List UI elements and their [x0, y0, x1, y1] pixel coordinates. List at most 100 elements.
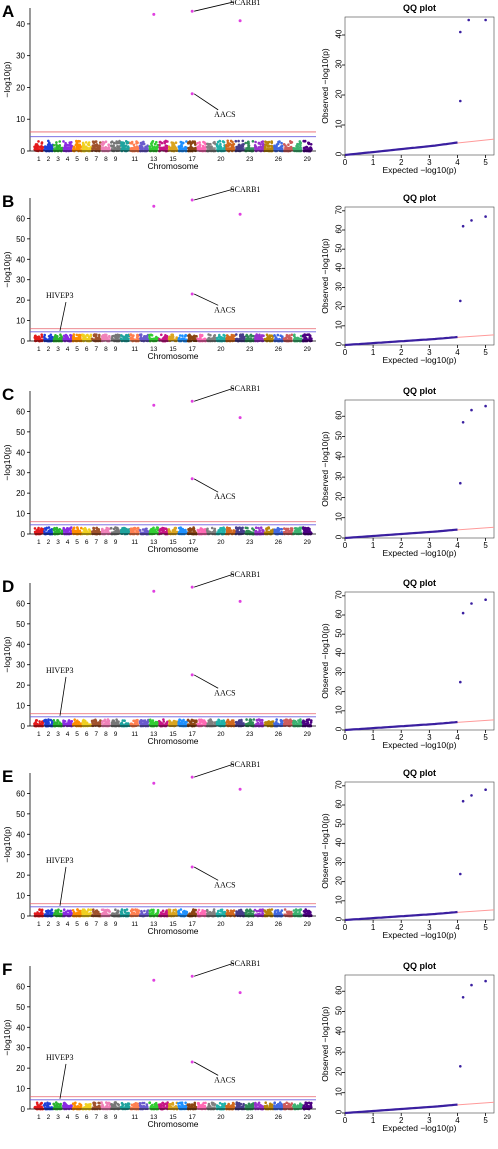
snp-point [76, 526, 79, 529]
panel-e: E0102030405060−log10(p)SCARB1AACSHIVEP31… [2, 760, 495, 940]
annotation-leader [59, 676, 67, 716]
chromosome-tick-label: 11 [131, 539, 138, 546]
snp-point [308, 334, 312, 338]
snp-point [49, 333, 53, 337]
snp-point [33, 527, 37, 530]
snp-band [53, 338, 63, 341]
chromosome-tick-label: 26 [275, 731, 283, 738]
snp-point [220, 336, 224, 340]
y-axis-title: −log10(p) [2, 444, 12, 480]
snp-point [98, 333, 101, 337]
snp-point [298, 718, 302, 722]
chromosome-tick-label: 1 [37, 346, 41, 353]
snp-point [141, 528, 145, 531]
snp-point [196, 142, 199, 145]
snp-band [264, 147, 274, 151]
snp-point [75, 139, 78, 143]
snp-point [162, 527, 165, 530]
snp-point [35, 145, 38, 148]
snp-point [302, 139, 306, 143]
snp-point [85, 910, 89, 913]
peak-point [190, 399, 194, 403]
snp-point [148, 336, 151, 340]
snp-band [187, 147, 197, 151]
snp-point [153, 529, 156, 533]
snp-point [163, 335, 166, 339]
snp-point [143, 529, 147, 533]
snp-point [221, 140, 225, 143]
gene-label-scarb1: SCARB1 [230, 384, 260, 393]
snp-point [279, 334, 283, 338]
peak-point [190, 9, 194, 13]
snp-point [157, 719, 161, 723]
snp-band [168, 338, 178, 341]
qq-outlier-point [484, 215, 487, 218]
snp-point [177, 526, 181, 530]
y-tick-label: 0 [21, 147, 26, 156]
panel-letter: E [2, 767, 13, 786]
snp-point [168, 335, 171, 339]
snp-point [156, 910, 160, 913]
snp-point [56, 528, 60, 532]
snp-point [107, 143, 111, 146]
peak-point [238, 416, 242, 420]
y-tick-label: 0 [21, 722, 26, 731]
snp-point [252, 528, 256, 532]
snp-point [172, 908, 175, 912]
snp-point [225, 334, 229, 337]
snp-point [116, 145, 119, 148]
snp-band [283, 147, 293, 151]
qq-outlier-point [459, 481, 462, 485]
peak-point [190, 585, 194, 589]
chromosome-tick-label: 20 [217, 156, 225, 163]
y-tick-label: 50 [16, 620, 25, 629]
chromosome-tick-label: 8 [104, 156, 108, 163]
snp-point [114, 526, 117, 529]
snp-band [130, 147, 140, 151]
snp-point [75, 333, 79, 337]
snp-point [259, 143, 262, 146]
snp-point [215, 143, 219, 146]
snp-band [82, 338, 92, 341]
annotation-leader [194, 188, 235, 201]
qq-y-tick-label: 60 [335, 224, 344, 233]
qq-x-tick-label: 1 [371, 541, 376, 550]
snp-band [63, 147, 72, 151]
snp-point [231, 336, 235, 339]
snp-band [139, 338, 149, 341]
snp-point [72, 333, 76, 336]
snp-point [104, 908, 108, 912]
snp-point [155, 140, 158, 144]
snp-point [81, 910, 84, 913]
snp-point [50, 908, 54, 911]
snp-point [254, 526, 258, 529]
snp-band [158, 338, 168, 341]
snp-point [162, 718, 165, 721]
snp-point [150, 334, 154, 337]
snp-point [98, 145, 102, 148]
snp-point [69, 911, 72, 914]
snp-point [218, 145, 222, 148]
qq-observed-points [344, 141, 458, 157]
y-tick-label: 20 [16, 871, 25, 880]
qq-title: QQ plot [403, 3, 436, 13]
snp-point [181, 334, 184, 338]
snp-point [202, 140, 205, 144]
snp-point [40, 335, 44, 339]
chromosome-tick-label: 2 [47, 156, 51, 163]
snp-point [43, 335, 46, 339]
snp-point [289, 141, 293, 144]
snp-band [101, 147, 111, 151]
snp-point [231, 140, 234, 144]
snp-band [216, 147, 226, 151]
snp-point [62, 528, 66, 531]
snp-band [302, 147, 312, 151]
snp-point [181, 527, 184, 531]
snp-point [105, 528, 108, 531]
snp-point [124, 144, 128, 148]
snp-point [299, 526, 302, 530]
qq-x-tick-label: 4 [455, 348, 460, 357]
qq-outlier-point [461, 224, 465, 228]
snp-point [225, 721, 228, 724]
